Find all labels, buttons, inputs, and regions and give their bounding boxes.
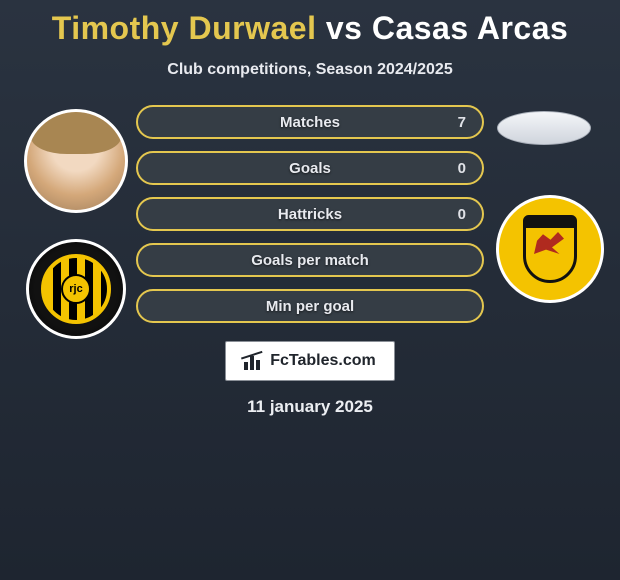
stat-value-right: 0 [458,160,466,177]
stat-label: Goals per match [251,252,369,269]
vs-text: vs [326,10,363,46]
attribution-box: FcTables.com [225,341,395,381]
stat-row-gpm: Goals per match [136,243,484,277]
subtitle: Club competitions, Season 2024/2025 [167,61,452,79]
main-row: rjc Matches 7 Goals 0 Hattricks 0 Goals … [0,105,620,323]
chart-icon [244,352,264,370]
stat-value-right: 7 [458,114,466,131]
player1-name: Timothy Durwael [52,10,317,46]
club-badge-stripes: rjc [41,254,111,324]
page-title: Timothy Durwael vs Casas Arcas [52,10,569,47]
player2-name: Casas Arcas [372,10,568,46]
right-column [484,105,604,253]
left-column: rjc [16,105,136,213]
stat-value-right: 0 [458,206,466,223]
stat-row-matches: Matches 7 [136,105,484,139]
club-badge-center: rjc [61,274,91,304]
player1-club-badge: rjc [26,239,126,339]
stats-column: Matches 7 Goals 0 Hattricks 0 Goals per … [136,105,484,323]
club-badge-shield [523,215,577,283]
stat-label: Min per goal [266,298,354,315]
stat-row-goals: Goals 0 [136,151,484,185]
player2-avatar-placeholder [497,111,591,145]
stat-row-mpg: Min per goal [136,289,484,323]
stat-label: Goals [289,160,331,177]
stat-label: Matches [280,114,340,131]
stat-row-hattricks: Hattricks 0 [136,197,484,231]
player1-avatar [24,109,128,213]
attribution-text: FcTables.com [270,352,376,370]
stat-label: Hattricks [278,206,342,223]
comparison-card: Timothy Durwael vs Casas Arcas Club comp… [0,0,620,417]
date-text: 11 january 2025 [247,397,373,417]
player2-club-badge [496,195,604,303]
